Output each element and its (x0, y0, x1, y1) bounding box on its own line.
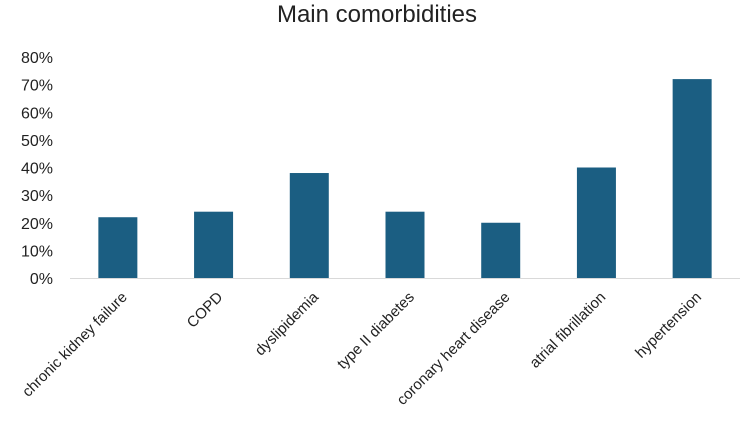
y-tick-label: 80% (21, 50, 53, 67)
bar-dyslipidemia (289, 173, 329, 278)
bar-chronic-kidney-failure (98, 217, 138, 278)
y-axis-ticks: 0% 10% 20% 30% 40% 50% 60% 70% 80% (21, 50, 53, 288)
y-tick-label: 10% (21, 243, 53, 260)
bar-type-ii-diabetes (385, 211, 425, 278)
x-category-label: hypertension (632, 289, 705, 362)
y-tick-label: 60% (21, 105, 53, 122)
bar-coronary-heart-disease (481, 222, 521, 278)
y-tick-label: 30% (21, 188, 53, 205)
y-tick-label: 50% (21, 133, 53, 150)
chart-title: Main comorbidities (277, 1, 477, 28)
bar-copd (194, 211, 234, 278)
x-category-label: COPD (184, 289, 227, 332)
x-category-label: dyslipidemia (252, 288, 323, 359)
y-tick-label: 70% (21, 78, 53, 95)
bar-hypertension (672, 79, 712, 278)
x-axis-labels: chronic kidney failure COPD dyslipidemia ty… (19, 288, 705, 408)
y-tick-label: 0% (30, 271, 53, 288)
y-tick-label: 20% (21, 216, 53, 233)
x-category-label: type II diabetes (334, 289, 418, 373)
bars-group (98, 79, 712, 278)
x-category-label: chronic kidney failure (19, 289, 131, 401)
x-category-label: atrial fibrillation (526, 289, 609, 372)
bar-atrial-fibrillation (576, 167, 616, 278)
y-tick-label: 40% (21, 161, 53, 178)
